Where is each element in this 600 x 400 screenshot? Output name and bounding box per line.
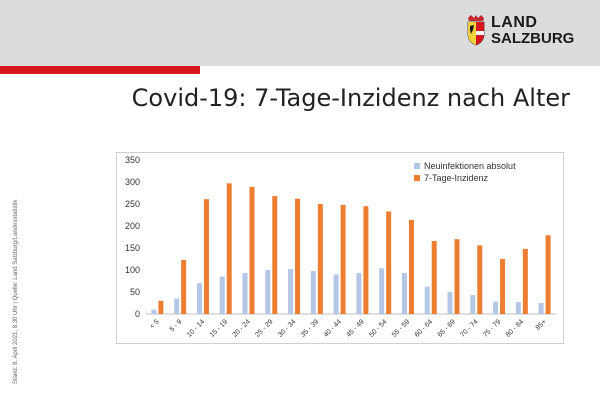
bar-absolut: [174, 298, 180, 314]
bar-inzidenz: [500, 259, 506, 314]
logo-line-2: SALZBURG: [491, 30, 575, 47]
x-tick-label: 25 - 29: [254, 318, 274, 338]
bar-inzidenz: [408, 219, 414, 314]
y-tick-label: 50: [130, 287, 140, 297]
bar-absolut: [219, 276, 225, 314]
accent-bar: [0, 66, 200, 74]
bar-inzidenz: [477, 245, 483, 314]
chart-frame: [116, 152, 564, 344]
y-tick-label: 300: [125, 177, 140, 187]
bar-inzidenz: [522, 248, 528, 314]
x-tick-label: 60 - 64: [414, 318, 434, 338]
x-tick-label: 75 - 79: [482, 318, 502, 338]
x-tick-label: 35 - 39: [300, 318, 320, 338]
legend-item-inzidenz: 7-Tage-Inzidenz: [414, 172, 516, 184]
bar-inzidenz: [340, 204, 346, 314]
bar-absolut: [265, 270, 271, 314]
bar-absolut: [288, 269, 294, 314]
bar-inzidenz: [317, 204, 323, 314]
bar-inzidenz: [431, 240, 437, 314]
bar-inzidenz: [158, 300, 164, 314]
bar-absolut: [470, 295, 476, 314]
bar-absolut: [196, 283, 202, 314]
bar-inzidenz: [181, 259, 187, 314]
legend-label-absolut: Neuinfektionen absolut: [424, 161, 516, 171]
bar-inzidenz: [295, 198, 301, 314]
slide-title: Covid-19: 7-Tage-Inzidenz nach Alter: [131, 84, 570, 112]
bar-absolut: [424, 286, 430, 314]
bar-inzidenz: [203, 199, 209, 314]
bar-inzidenz: [545, 235, 551, 314]
bar-inzidenz: [272, 196, 278, 314]
x-tick-label: 50 - 54: [368, 318, 388, 338]
bar-inzidenz: [386, 211, 392, 314]
x-tick-label: 20 - 24: [232, 318, 252, 338]
x-tick-label: 30 - 34: [277, 318, 297, 338]
x-tick-label: 85+: [535, 318, 548, 331]
x-tick-label: 40 - 44: [323, 318, 343, 338]
legend-label-inzidenz: 7-Tage-Inzidenz: [424, 173, 489, 183]
bar-absolut: [538, 303, 544, 314]
y-tick-label: 350: [125, 155, 140, 165]
x-tick-label: 65 - 69: [437, 318, 457, 338]
bar-absolut: [242, 273, 248, 314]
y-tick-label: 150: [125, 243, 140, 253]
chart-legend: Neuinfektionen absolut 7-Tage-Inzidenz: [414, 160, 516, 184]
legend-swatch-absolut: [414, 163, 420, 169]
x-tick-label: 45 - 49: [345, 318, 365, 338]
x-tick-label: 80 - 84: [505, 318, 525, 338]
x-tick-label: 70 - 74: [459, 318, 479, 338]
x-tick-label: 15 - 19: [209, 318, 229, 338]
y-tick-label: 0: [135, 309, 140, 319]
bar-absolut: [356, 273, 362, 314]
bar-absolut: [310, 270, 316, 314]
logo-text: LAND SALZBURG: [491, 15, 574, 47]
land-salzburg-logo[interactable]: LAND SALZBURG: [466, 14, 576, 54]
y-tick-label: 200: [125, 221, 140, 231]
bar-absolut: [333, 274, 339, 314]
bar-inzidenz: [226, 183, 232, 314]
salzburg-coat-of-arms-icon: [467, 15, 485, 46]
header-band: [0, 0, 600, 66]
bar-inzidenz: [249, 186, 255, 314]
x-tick-label: 55 - 59: [391, 318, 411, 338]
bar-absolut: [379, 268, 385, 314]
legend-item-absolut: Neuinfektionen absolut: [414, 160, 516, 172]
bar-absolut: [493, 301, 499, 314]
bar-absolut: [515, 302, 521, 314]
bar-absolut: [401, 273, 407, 314]
y-tick-label: 250: [125, 199, 140, 209]
x-tick-label: 10 - 14: [186, 318, 206, 338]
x-tick-label: 5 - 9: [169, 318, 184, 333]
bar-absolut: [447, 292, 453, 314]
logo-line-1: LAND: [491, 14, 538, 31]
x-tick-label: < 5: [149, 318, 161, 330]
bar-inzidenz: [454, 239, 460, 314]
bar-absolut: [151, 309, 157, 314]
y-tick-label: 100: [125, 265, 140, 275]
bar-inzidenz: [363, 206, 369, 314]
legend-swatch-inzidenz: [414, 175, 420, 181]
